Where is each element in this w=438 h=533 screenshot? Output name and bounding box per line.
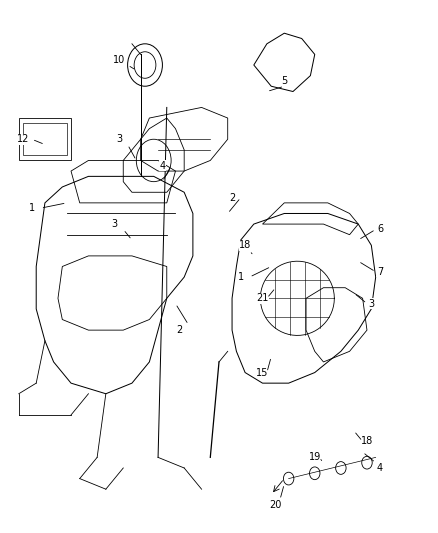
Text: 18: 18 — [239, 240, 251, 251]
Bar — [23, 123, 67, 155]
Text: 19: 19 — [309, 453, 321, 463]
Text: 1: 1 — [29, 203, 35, 213]
Text: 20: 20 — [269, 500, 282, 510]
Text: 3: 3 — [116, 134, 122, 144]
Text: 3: 3 — [112, 219, 118, 229]
Text: 2: 2 — [229, 192, 235, 203]
Text: 2: 2 — [177, 325, 183, 335]
Text: 12: 12 — [17, 134, 29, 144]
Text: 18: 18 — [361, 437, 373, 447]
Text: 15: 15 — [256, 368, 268, 377]
Text: 4: 4 — [377, 463, 383, 473]
Text: 6: 6 — [377, 224, 383, 235]
Text: 1: 1 — [238, 272, 244, 282]
Text: 21: 21 — [256, 293, 268, 303]
Text: 7: 7 — [377, 267, 383, 277]
Text: 10: 10 — [113, 55, 125, 64]
Text: 3: 3 — [368, 298, 374, 309]
Text: 4: 4 — [159, 161, 166, 171]
Text: 5: 5 — [281, 76, 287, 86]
Bar — [19, 118, 71, 160]
